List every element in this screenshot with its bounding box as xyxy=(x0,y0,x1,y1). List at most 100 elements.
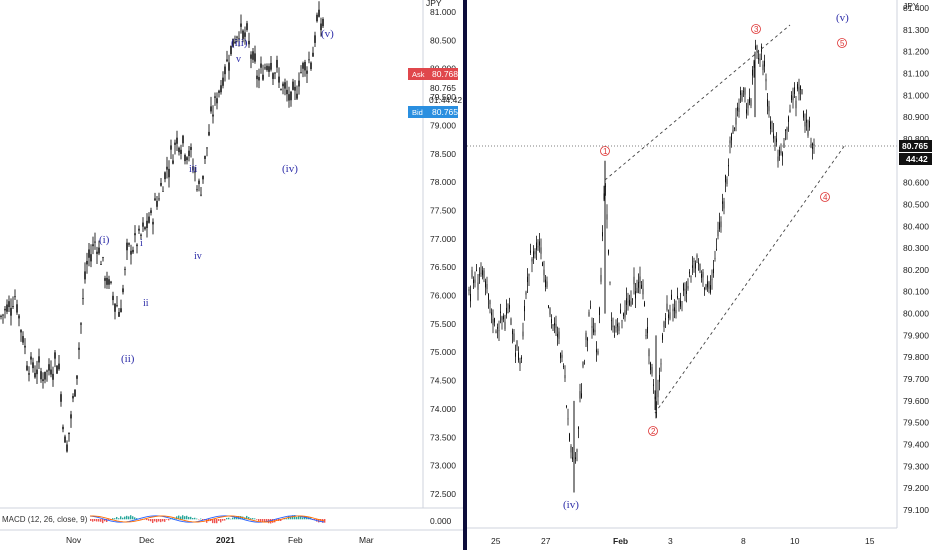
subwave-label-iv: iv xyxy=(194,251,202,262)
candle-body xyxy=(777,156,779,162)
candle-body xyxy=(711,279,713,281)
left-chart-panel[interactable]: JPY 81.00080.50080.00079.50079.00078.500… xyxy=(0,0,463,545)
lower-channel-line[interactable] xyxy=(654,144,846,414)
macd-bar xyxy=(286,518,288,520)
candle-body xyxy=(318,9,320,17)
y-tick-label: 80.400 xyxy=(903,221,929,231)
macd-bar xyxy=(264,519,266,523)
candle-body xyxy=(639,276,641,284)
bid-value: 80.765 xyxy=(432,107,458,117)
candle-body xyxy=(735,117,737,125)
candle-body xyxy=(512,330,513,335)
candle-body xyxy=(684,288,686,291)
y-tick-label: 80.600 xyxy=(903,178,929,188)
candle-body xyxy=(62,426,64,430)
candle-body xyxy=(569,433,570,441)
candle-body xyxy=(731,133,732,141)
candle-body xyxy=(84,271,86,280)
macd-bar xyxy=(224,519,226,521)
macd-histogram xyxy=(89,515,326,524)
upper-channel-line[interactable] xyxy=(604,24,791,181)
candle-body xyxy=(494,318,495,323)
candle-body xyxy=(142,222,144,227)
candle-body xyxy=(12,306,14,308)
candle-body xyxy=(256,75,258,80)
candle-body xyxy=(552,324,554,326)
candle-body xyxy=(178,147,180,153)
candle-body xyxy=(476,269,477,271)
y-tick-label: 80.500 xyxy=(430,35,456,45)
candle-body xyxy=(522,331,524,337)
candle-body xyxy=(24,345,26,348)
candle-body xyxy=(300,72,302,73)
y-tick-label: 79.500 xyxy=(903,418,929,428)
candle-body xyxy=(471,269,473,278)
candle-body xyxy=(782,152,783,157)
candle-body xyxy=(519,361,521,365)
macd-bar xyxy=(246,515,248,520)
y-tick-label: 79.900 xyxy=(903,330,929,340)
candle-body xyxy=(274,72,276,74)
y-tick-label: 76.500 xyxy=(430,262,456,272)
right-time-axis[interactable]: 25 27 Feb 3 8 10 15 xyxy=(491,536,875,546)
candle-body xyxy=(120,308,122,313)
candle-body xyxy=(632,299,633,301)
macd-line xyxy=(89,515,325,523)
ask-label: Ask xyxy=(412,70,425,79)
left-price-axis[interactable]: 81.00080.50080.00079.50079.00078.50078.0… xyxy=(430,7,456,499)
candle-body xyxy=(587,338,588,341)
candle-body xyxy=(723,201,725,209)
candle-body xyxy=(294,86,296,91)
candle-body xyxy=(563,366,564,367)
macd-indicator-label[interactable]: MACD (12, 26, close, 9) xyxy=(2,515,88,524)
candle-body xyxy=(504,321,506,330)
y-tick-label: 73.000 xyxy=(430,461,456,471)
y-tick-label: 80.100 xyxy=(903,287,929,297)
candle-body xyxy=(672,308,674,312)
candle-body xyxy=(483,270,485,278)
y-tick-label: 81.100 xyxy=(903,68,929,78)
macd-bar xyxy=(118,518,120,520)
candle-body xyxy=(797,84,798,89)
candle-body xyxy=(585,332,587,340)
candle-body xyxy=(262,74,264,80)
candle-body xyxy=(572,457,573,460)
candle-body xyxy=(500,311,501,314)
candle-body xyxy=(228,62,230,71)
candle-body xyxy=(662,334,663,340)
candle-body xyxy=(507,311,509,314)
candle-body xyxy=(38,356,40,363)
candle-body xyxy=(561,354,563,358)
candle-body xyxy=(668,314,669,319)
candle-body xyxy=(118,311,120,317)
candle-body xyxy=(488,293,489,300)
candle-body xyxy=(516,341,518,347)
macd-bar xyxy=(156,519,158,523)
candle-body xyxy=(660,363,662,365)
candle-body xyxy=(304,61,306,71)
wave-label-iv-right: (iv) xyxy=(563,499,579,511)
candle-body xyxy=(480,272,482,274)
candle-body xyxy=(238,38,240,40)
candle-body xyxy=(537,246,539,248)
candle-body xyxy=(110,281,112,283)
candle-body xyxy=(659,375,660,382)
candle-body xyxy=(663,321,665,328)
panel-divider[interactable] xyxy=(463,0,467,550)
candle-body xyxy=(226,59,228,62)
candle-body xyxy=(801,89,803,95)
candle-body xyxy=(156,200,158,207)
wave-label-ii: (ii) xyxy=(121,353,135,365)
candle-body xyxy=(224,66,226,75)
right-chart-panel[interactable]: JPY 81.400 81.300 81.200 81.100 81.000 80.900… xyxy=(467,0,932,546)
candle-body xyxy=(292,81,294,90)
macd-bar xyxy=(214,519,216,524)
left-time-axis[interactable]: Nov Dec 2021 Feb Mar xyxy=(66,535,374,545)
candle-body xyxy=(66,444,68,452)
macd-bar xyxy=(152,519,154,523)
macd-bar xyxy=(106,519,108,522)
macd-bar xyxy=(280,519,282,522)
macd-bar xyxy=(164,519,166,522)
candle-body xyxy=(202,175,204,180)
macd-bar xyxy=(184,516,186,520)
